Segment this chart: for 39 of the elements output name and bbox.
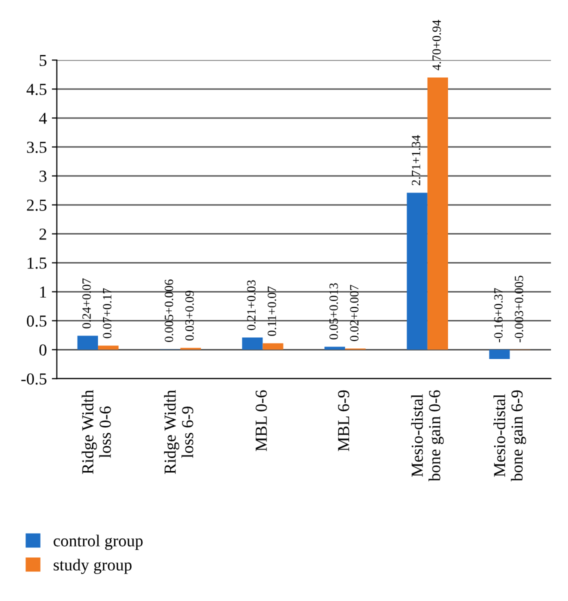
bar: [77, 336, 98, 350]
y-tick-label: 1: [40, 286, 46, 298]
bar: [98, 346, 119, 350]
bar: [406, 192, 428, 350]
data-label: 0.21+0.03: [247, 280, 256, 330]
y-tick-label: 5: [40, 54, 46, 66]
y-tick-label: 1.5: [28, 258, 46, 269]
y-tick-label: 4: [39, 112, 47, 124]
y-tick-label: 2: [39, 228, 46, 240]
data-label: 0.02+0.007: [350, 284, 359, 342]
legend-label: study group: [54, 558, 132, 574]
data-label: 2.71+1.34: [412, 135, 420, 186]
bar: [489, 350, 510, 359]
y-tick-label: 2.5: [26, 200, 46, 211]
data-label: -0.003+0.005: [514, 276, 524, 342]
bar: [262, 343, 284, 350]
data-label: -0.16+0.37: [494, 288, 503, 342]
data-label: 0.24+0.07: [82, 278, 91, 328]
y-tick-label: 3.5: [27, 142, 46, 153]
x-tick-label: Mesio-distal bone gain 6-9: [493, 390, 526, 482]
x-tick-label: Ridge Width loss 6-9: [164, 390, 194, 474]
bar: [242, 338, 263, 350]
legend-label: control group: [54, 534, 143, 550]
data-label: 0.11+0.07: [268, 286, 276, 336]
data-label: 0.005+0.006: [164, 280, 174, 342]
y-tick-label: 0: [39, 344, 46, 356]
y-tick-label: 3: [40, 170, 46, 182]
data-label: 0.05+0.013: [329, 283, 338, 340]
data-label: 0.03+0.09: [185, 290, 194, 341]
data-label: 4.70+0.94: [432, 20, 441, 70]
x-tick-label: Mesio-distal bone gain 0-6: [411, 390, 444, 482]
x-tick-label: MBL 0-6: [256, 390, 267, 452]
x-tick-label: MBL 6-9: [338, 390, 350, 452]
y-tick-label: 4.5: [26, 84, 46, 96]
y-tick-label: -0.5: [21, 373, 46, 385]
x-tick-label: Ridge Width loss 0-6: [82, 390, 111, 474]
bar: [427, 77, 448, 350]
data-label: 0.07+0.17: [102, 288, 112, 338]
y-tick-label: 0.5: [26, 315, 46, 327]
